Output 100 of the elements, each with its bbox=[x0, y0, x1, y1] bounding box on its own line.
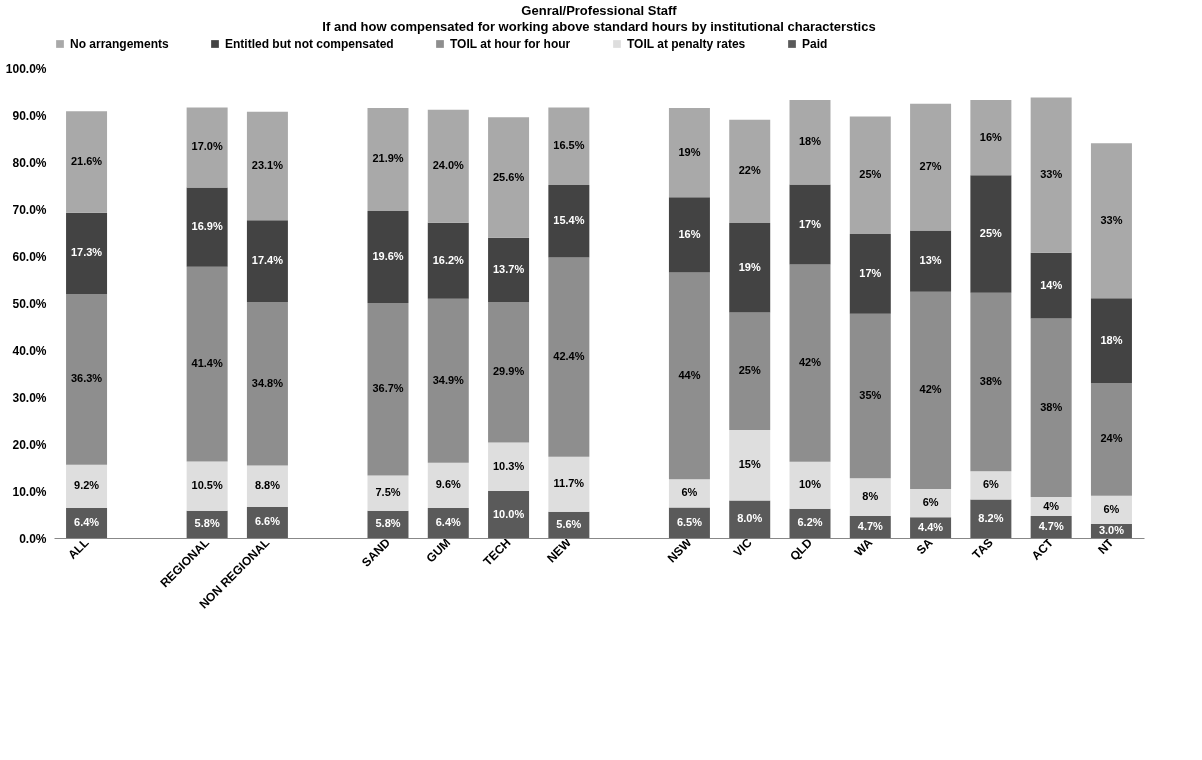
bar bbox=[66, 212, 108, 295]
bar bbox=[910, 291, 952, 490]
bar bbox=[849, 233, 891, 314]
bar bbox=[427, 462, 469, 508]
bar bbox=[1030, 252, 1072, 319]
data-label: 17.3% bbox=[70, 246, 103, 259]
bar bbox=[367, 303, 409, 476]
data-label: 25% bbox=[979, 226, 1003, 239]
bar bbox=[668, 197, 710, 273]
bar bbox=[970, 292, 1012, 472]
data-label: 34.8% bbox=[251, 376, 284, 389]
legend-label: TOIL at hour for hour bbox=[450, 37, 571, 51]
data-label: 16.9% bbox=[191, 220, 223, 233]
bar bbox=[186, 107, 228, 188]
bar bbox=[488, 491, 530, 538]
data-label: 9.2% bbox=[74, 479, 100, 492]
data-label: 24.0% bbox=[432, 159, 465, 172]
data-label: 29.9% bbox=[492, 365, 525, 378]
chart-title: Genral/Professional Staff bbox=[521, 3, 678, 18]
bar bbox=[246, 302, 288, 466]
bar bbox=[488, 237, 530, 303]
data-label: 25.6% bbox=[492, 170, 525, 183]
data-label: 6% bbox=[1103, 502, 1120, 515]
data-label: 23.1% bbox=[251, 158, 284, 171]
y-tick-label: 80.0% bbox=[12, 155, 47, 170]
bar bbox=[246, 465, 288, 507]
bar bbox=[548, 185, 590, 258]
data-label: 5.8% bbox=[375, 517, 401, 530]
data-label: 17.0% bbox=[191, 140, 223, 153]
data-label: 38% bbox=[979, 374, 1003, 387]
bar bbox=[186, 461, 228, 511]
data-label: 14% bbox=[1040, 278, 1063, 291]
data-label: 16.2% bbox=[432, 253, 465, 266]
data-label: 15.4% bbox=[553, 214, 585, 227]
bar bbox=[970, 175, 1012, 293]
data-label: 7.5% bbox=[375, 486, 401, 499]
bar bbox=[246, 111, 288, 221]
data-label: 8.8% bbox=[254, 479, 281, 492]
data-label: 15% bbox=[738, 458, 761, 471]
bar bbox=[66, 464, 108, 508]
bar bbox=[548, 107, 590, 186]
data-label: 5.8% bbox=[194, 517, 220, 530]
bar bbox=[970, 471, 1012, 500]
y-tick-label: 10.0% bbox=[12, 484, 47, 499]
data-label: 34.9% bbox=[432, 373, 465, 386]
bar bbox=[1030, 97, 1072, 253]
data-label: 33% bbox=[1040, 168, 1063, 181]
bar bbox=[910, 489, 952, 518]
data-label: 24% bbox=[1100, 432, 1123, 445]
data-label: 33% bbox=[1100, 213, 1123, 226]
bar bbox=[789, 264, 831, 462]
data-label: 16% bbox=[678, 227, 701, 240]
bar bbox=[668, 507, 710, 538]
data-label: 16% bbox=[979, 130, 1003, 143]
data-label: 6.4% bbox=[435, 515, 462, 528]
y-tick-label: 100.0% bbox=[5, 61, 47, 76]
data-label: 6% bbox=[681, 486, 698, 499]
bar bbox=[729, 429, 771, 501]
x-tick-label: NT bbox=[1095, 535, 1117, 557]
data-label: 38% bbox=[1040, 400, 1063, 413]
data-label: 19% bbox=[738, 260, 761, 273]
data-label: 6.4% bbox=[74, 515, 100, 528]
data-label: 21.9% bbox=[372, 152, 404, 165]
data-label: 13% bbox=[919, 254, 942, 267]
data-label: 3.0% bbox=[1098, 523, 1125, 536]
bar bbox=[789, 461, 831, 509]
data-label: 10.0% bbox=[492, 507, 525, 520]
data-label: 18% bbox=[1100, 333, 1123, 346]
data-label: 42% bbox=[798, 356, 822, 369]
bar bbox=[548, 257, 590, 457]
bar bbox=[729, 119, 771, 224]
data-label: 6.2% bbox=[797, 516, 823, 529]
data-label: 22% bbox=[738, 164, 761, 177]
y-tick-label: 0.0% bbox=[19, 531, 47, 546]
bar bbox=[186, 187, 228, 267]
x-tick-label: VIC bbox=[730, 535, 755, 560]
y-tick-label: 40.0% bbox=[12, 343, 47, 358]
bar bbox=[668, 479, 710, 508]
legend-label: Paid bbox=[802, 37, 828, 51]
bar bbox=[246, 220, 288, 303]
data-label: 6% bbox=[982, 478, 1000, 491]
data-label: 13.7% bbox=[492, 262, 525, 275]
data-label: 16.5% bbox=[553, 139, 585, 152]
data-label: 21.6% bbox=[70, 155, 103, 167]
data-label: 4.4% bbox=[918, 520, 944, 533]
data-label: 6% bbox=[922, 496, 939, 509]
bar bbox=[668, 107, 710, 198]
data-label: 11.7% bbox=[553, 477, 585, 490]
data-label: 4.7% bbox=[1038, 519, 1064, 532]
bar bbox=[66, 294, 108, 465]
data-label: 19% bbox=[678, 145, 701, 158]
data-label: 4.7% bbox=[857, 519, 884, 532]
bar bbox=[427, 222, 469, 299]
data-label: 4% bbox=[1043, 499, 1060, 512]
x-tick-label: TAS bbox=[969, 535, 996, 562]
data-label: 17% bbox=[859, 266, 882, 279]
data-label: 42% bbox=[919, 383, 942, 396]
data-label: 25% bbox=[859, 168, 882, 181]
bar bbox=[729, 500, 771, 538]
bar bbox=[1090, 143, 1132, 299]
